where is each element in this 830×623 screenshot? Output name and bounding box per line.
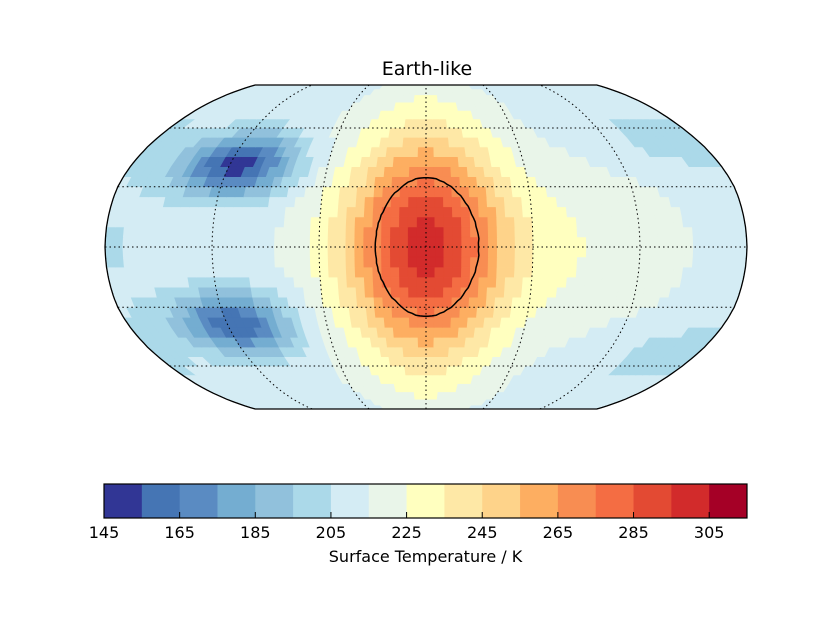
colorbar-tick-label: 305 bbox=[694, 523, 725, 542]
colorbar-label: Surface Temperature / K bbox=[329, 547, 523, 566]
colorbar-bin bbox=[557, 484, 597, 518]
colorbar-bin bbox=[671, 484, 710, 518]
colorbar-tick-label: 245 bbox=[467, 523, 498, 542]
colorbar-bin bbox=[104, 484, 143, 518]
colorbar-bin bbox=[520, 484, 559, 518]
colorbar-bin bbox=[255, 484, 294, 518]
colorbar-tick-label: 145 bbox=[89, 523, 120, 542]
colorbar-bin bbox=[330, 484, 370, 518]
colorbar-bin bbox=[444, 484, 483, 518]
colorbar-tick-label: 285 bbox=[618, 523, 649, 542]
colorbar-bin bbox=[293, 484, 332, 518]
colorbar-tick-label: 185 bbox=[240, 523, 271, 542]
colorbar-bin bbox=[368, 484, 407, 518]
temperature-cells bbox=[105, 85, 747, 409]
colorbar-bin bbox=[595, 484, 634, 518]
colorbar-bin bbox=[709, 484, 748, 518]
colorbar-bin bbox=[179, 484, 218, 518]
colorbar-bin bbox=[141, 484, 181, 518]
chart-title: Earth-like bbox=[381, 58, 473, 80]
colorbar-bin bbox=[633, 484, 672, 518]
colorbar-bin bbox=[482, 484, 521, 518]
colorbar-tick-label: 225 bbox=[391, 523, 422, 542]
colorbar-bins bbox=[104, 484, 748, 518]
colorbar-tick-label: 165 bbox=[164, 523, 195, 542]
colorbar-bin bbox=[406, 484, 445, 518]
colorbar-tick-label: 205 bbox=[316, 523, 347, 542]
colorbar-tick-label: 265 bbox=[543, 523, 574, 542]
colorbar-bin bbox=[217, 484, 256, 518]
